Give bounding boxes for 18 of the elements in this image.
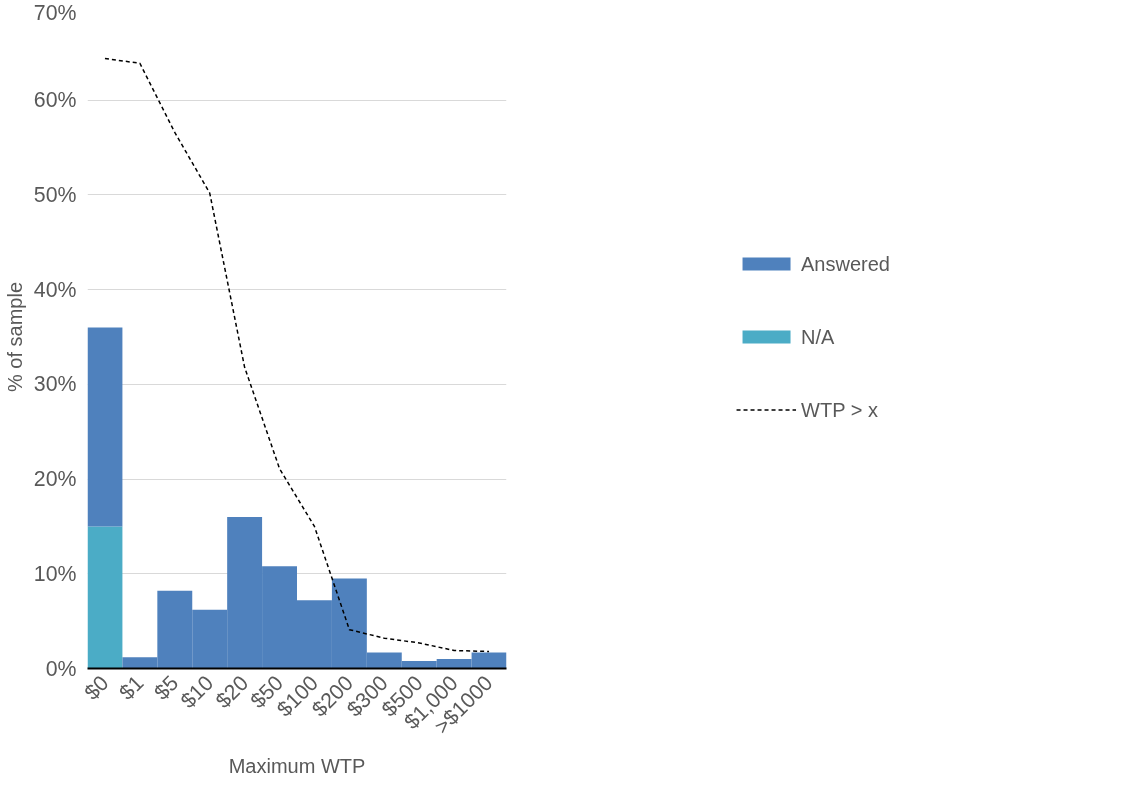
legend-label: N/A: [801, 325, 835, 348]
line-series: [104, 57, 490, 653]
y-tick-label: 10%: [33, 561, 77, 586]
y-tick-label: 20%: [33, 467, 77, 492]
y-axis-title: % of sample: [3, 281, 26, 393]
y-tick-label: 40%: [33, 277, 77, 302]
legend-label: WTP > x: [801, 398, 878, 421]
bar: [87, 526, 123, 669]
x-axis-title: Maximum WTP: [228, 755, 366, 778]
x-tick-label: $1: [114, 671, 149, 705]
legend-label: Answered: [801, 252, 890, 275]
y-tick-label: 0%: [45, 656, 77, 681]
y-tick-label: 50%: [33, 182, 77, 207]
bar: [87, 327, 123, 527]
y-tick-label: 70%: [33, 0, 77, 25]
y-tick-label: 30%: [33, 372, 77, 397]
y-tick-label: 60%: [33, 88, 77, 113]
x-tick-label: $0: [79, 670, 114, 705]
